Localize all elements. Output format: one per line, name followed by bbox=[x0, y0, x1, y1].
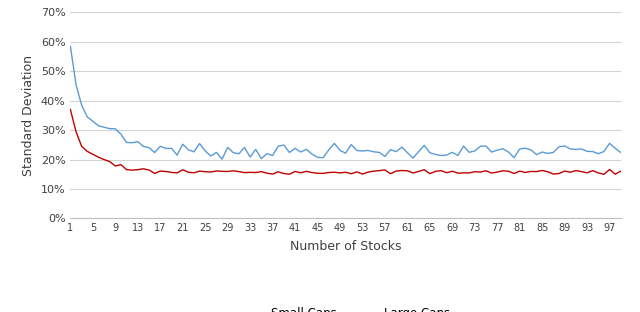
Small Caps bbox=[196, 142, 204, 145]
Small Caps bbox=[504, 150, 512, 154]
Large Caps bbox=[499, 169, 507, 173]
Small Caps bbox=[218, 157, 226, 161]
Large Caps bbox=[196, 169, 204, 173]
Large Caps bbox=[600, 173, 608, 176]
Small Caps bbox=[241, 146, 248, 149]
Small Caps bbox=[617, 151, 625, 154]
Large Caps bbox=[235, 170, 243, 173]
Large Caps bbox=[212, 169, 220, 173]
Legend: Small Caps, Large Caps: Small Caps, Large Caps bbox=[237, 303, 454, 312]
X-axis label: Number of Stocks: Number of Stocks bbox=[290, 240, 401, 253]
Small Caps bbox=[364, 149, 372, 152]
Y-axis label: Standard Deviation: Standard Deviation bbox=[22, 55, 35, 176]
Small Caps bbox=[67, 44, 74, 48]
Large Caps bbox=[67, 108, 74, 111]
Large Caps bbox=[342, 170, 349, 174]
Small Caps bbox=[212, 151, 220, 154]
Large Caps bbox=[617, 169, 625, 173]
Large Caps bbox=[358, 172, 366, 176]
Line: Small Caps: Small Caps bbox=[70, 46, 621, 159]
Small Caps bbox=[348, 143, 355, 146]
Line: Large Caps: Large Caps bbox=[70, 110, 621, 174]
